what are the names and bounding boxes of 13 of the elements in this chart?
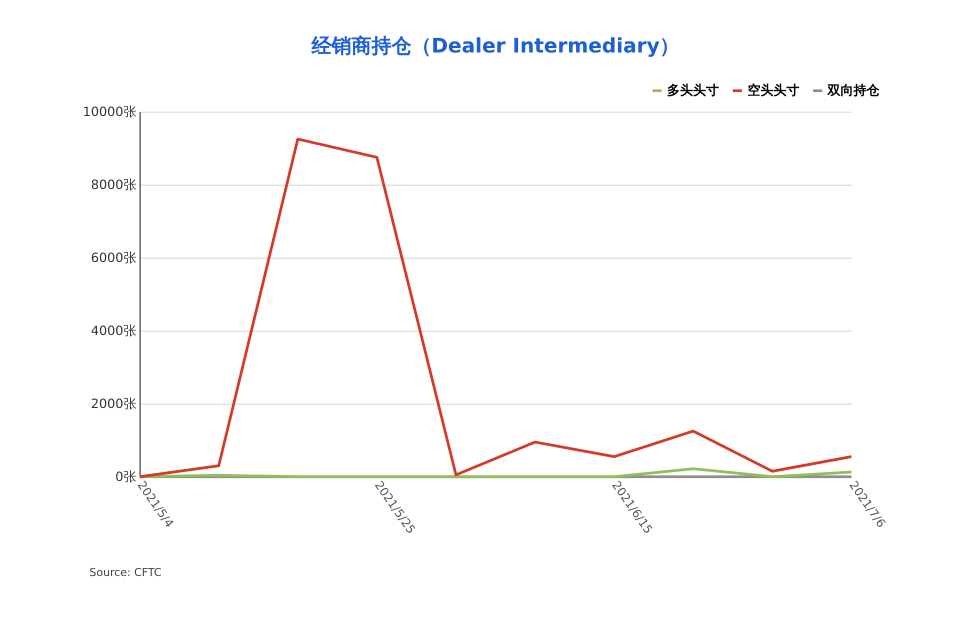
y-tick-label: 8000张 <box>90 178 136 193</box>
legend-label: 空头头寸 <box>747 82 800 98</box>
legend-label: 双向持仓 <box>826 83 881 98</box>
source-note: Source: CFTC <box>89 566 162 580</box>
line-series <box>138 138 853 478</box>
line-series <box>138 467 853 478</box>
y-tick-label: 6000张 <box>90 250 136 266</box>
chart-title: 经销商持仓（Dealer Intermediary） <box>310 33 680 58</box>
y-tick-label: 2000张 <box>90 396 136 412</box>
legend-label: 多头头寸 <box>667 83 720 98</box>
y-tick-label: 4000张 <box>90 324 136 339</box>
y-tick-label: 10000张 <box>82 104 136 120</box>
y-tick-label: 0张 <box>115 470 136 485</box>
